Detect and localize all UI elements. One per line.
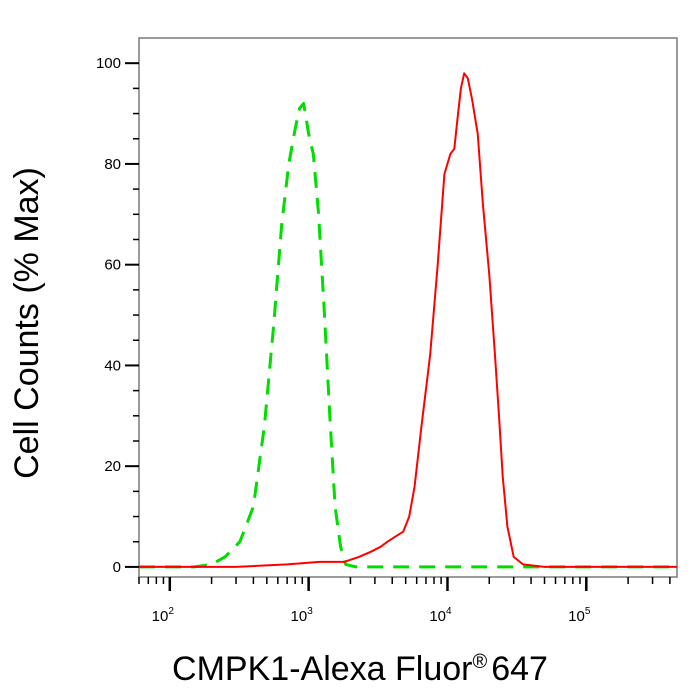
x-tick-exponent: 2 [168,606,174,617]
y-axis: 0 20 40 60 80 100 [96,55,139,576]
y-axis-title: Cell Counts (% Max) [8,167,46,479]
x-tick-label: 102 [152,606,175,625]
x-tick-base: 10 [429,608,446,625]
x-axis-title-registered-mark: ® [472,651,487,673]
y-tick-label: 40 [104,357,121,374]
x-axis-title-main: CMPK1-Alexa Fluor [172,650,472,688]
x-tick-label: 105 [568,606,591,625]
x-tick-exponent: 5 [585,606,591,617]
y-tick-label: 80 [104,156,121,173]
x-tick-base: 10 [291,608,308,625]
x-tick-exponent: 3 [307,606,313,617]
x-tick-base: 10 [568,608,585,625]
series-line-red [139,72,677,568]
series-layer [139,72,677,569]
y-tick-label: 20 [104,458,121,475]
x-axis: 102 103 104 105 [138,577,671,625]
plot-frame [138,37,678,578]
x-tick-label: 104 [429,606,452,625]
x-axis-title: CMPK1-Alexa Fluor® 647 [172,650,548,688]
x-tick-exponent: 4 [446,606,452,617]
x-axis-title-suffix: 647 [491,650,548,688]
x-tick-label: 103 [291,606,314,625]
y-tick-label: 0 [113,559,121,576]
x-tick-base: 10 [152,608,169,625]
series-line-green [139,102,677,569]
y-tick-label: 60 [104,257,121,274]
y-tick-label: 100 [96,55,121,72]
